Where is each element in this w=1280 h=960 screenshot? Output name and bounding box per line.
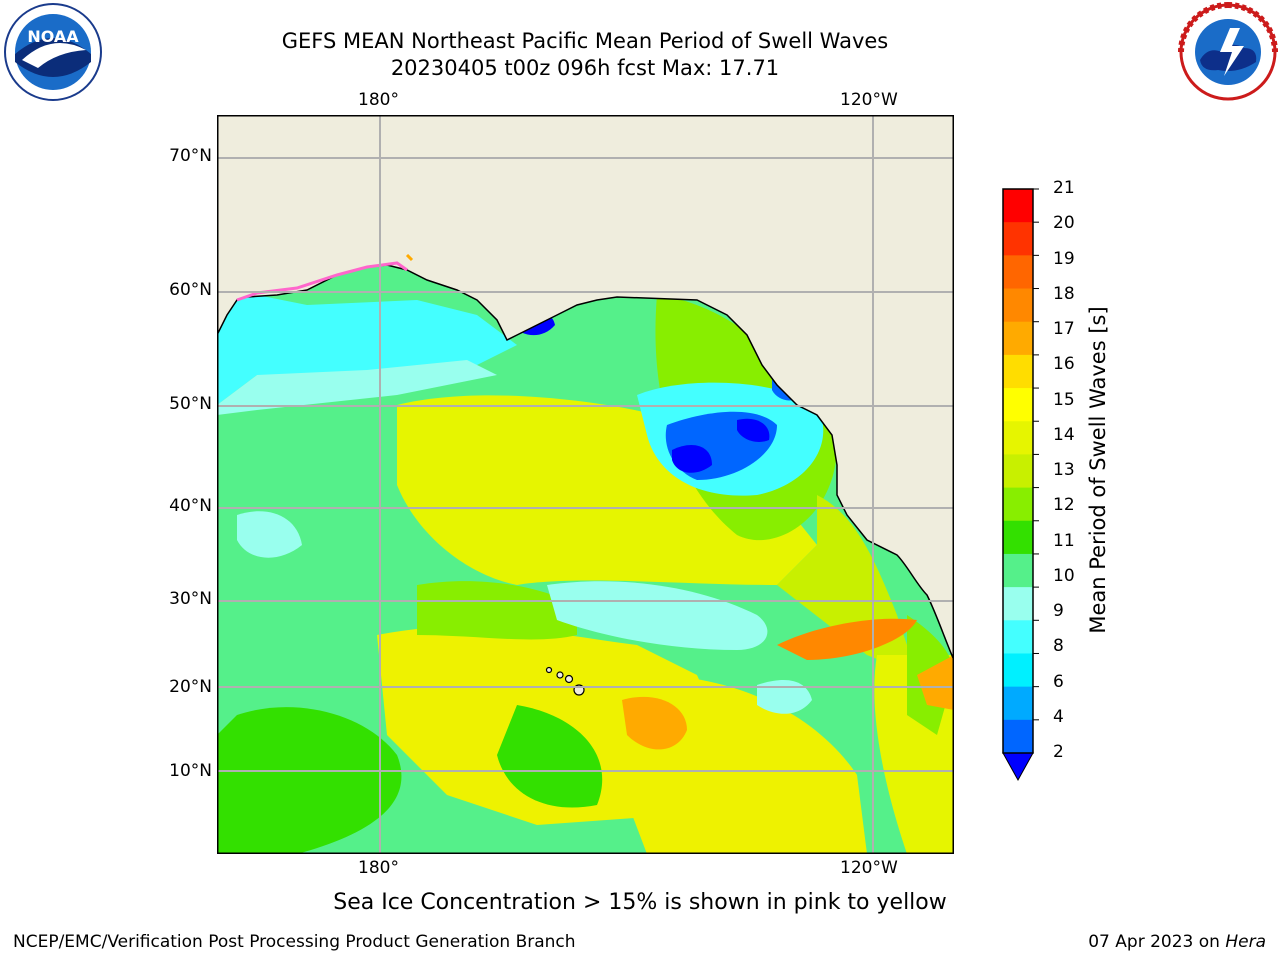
lat-label-40n: 40°N	[169, 496, 212, 516]
colorbar-segment	[1003, 388, 1033, 422]
noaa-logo: NOAA	[4, 3, 102, 101]
colorbar-tick-label: 18	[1053, 283, 1075, 304]
colorbar-tick-label: 8	[1053, 636, 1064, 657]
sea-ice-note: Sea Ice Concentration > 15% is shown in …	[333, 890, 947, 915]
colorbar-segment	[1003, 487, 1033, 522]
colorbar-segment	[1003, 620, 1033, 654]
colorbar-tick-label: 17	[1053, 319, 1075, 339]
colorbar-segment	[1003, 587, 1033, 621]
lat-label-50n: 50°N	[169, 394, 212, 414]
field-darkblue-east-2	[737, 418, 770, 442]
colorbar-segment	[1003, 288, 1033, 323]
lat-label-60n: 60°N	[169, 280, 212, 300]
colorbar-segment	[1003, 520, 1033, 555]
chart-title: GEFS MEAN Northeast Pacific Mean Period …	[281, 29, 889, 53]
colorbar-tick-label: 11	[1053, 530, 1075, 551]
gridlines	[217, 115, 954, 854]
field-orange-3	[917, 655, 954, 710]
lat-label-20n: 20°N	[169, 677, 212, 697]
field-teal-subtropic	[547, 581, 768, 650]
colorbar-tick-label: 15	[1053, 389, 1075, 410]
colorbar-extend-arrow	[1002, 752, 1034, 782]
colorbar-tick-label: 10	[1053, 565, 1075, 586]
sea-ice-edge-2	[405, 253, 414, 262]
field-green-bright-south	[217, 707, 402, 854]
colorbar-tick-label: 6	[1053, 671, 1064, 692]
colorbar-segment	[1003, 719, 1033, 754]
lat-label-30n: 30°N	[169, 589, 212, 609]
colorbar-segment	[1003, 421, 1033, 455]
colorbar	[1002, 188, 1039, 782]
field-teal-west	[237, 511, 302, 558]
colorbar-tick-label: 4	[1053, 706, 1064, 727]
nws-logo	[1178, 2, 1278, 101]
colorbar-segment	[1003, 653, 1033, 688]
colorbar-tick-label: 21	[1053, 178, 1075, 198]
footer-date: 07 Apr 2023 on Hera	[1088, 932, 1266, 952]
colorbar-tick-label: 9	[1053, 601, 1064, 621]
land-north	[217, 115, 954, 661]
colorbar-tick-label: 14	[1053, 424, 1075, 445]
lon-label-top-120w: 120°W	[840, 90, 898, 110]
swell-period-map	[217, 115, 954, 854]
colorbar-segment	[1003, 255, 1033, 290]
footer-date-text: 07 Apr 2023 on	[1088, 932, 1226, 952]
colorbar-tick-label: 16	[1053, 354, 1075, 375]
colorbar-tick-label: 12	[1053, 495, 1075, 516]
field-orange-1	[622, 696, 687, 750]
lon-label-top-180: 180°	[358, 90, 399, 110]
field-yellow-center	[397, 395, 817, 585]
footer-credit: NCEP/EMC/Verification Post Processing Pr…	[13, 932, 576, 952]
noaa-logo-text: NOAA	[27, 27, 79, 46]
field-darkblue-east	[672, 445, 712, 473]
field-teal-south	[757, 680, 812, 714]
field-green-bright-2	[497, 705, 603, 808]
footer-host: Hera	[1225, 932, 1266, 952]
lon-label-bottom-180: 180°	[358, 858, 399, 878]
field-teal-north	[217, 360, 497, 415]
map-frame	[217, 115, 954, 854]
field-green-central	[417, 581, 577, 640]
lat-label-10n: 10°N	[169, 761, 212, 781]
lat-label-70n: 70°N	[169, 146, 212, 166]
colorbar-frame	[1002, 188, 1034, 754]
chart-subtitle: 20230405 t00z 096h fcst Max: 17.71	[390, 56, 780, 80]
colorbar-segment	[1003, 354, 1033, 389]
colorbar-segment	[1003, 222, 1033, 256]
colorbar-tick-label: 13	[1053, 460, 1075, 480]
colorbar-segment	[1003, 189, 1033, 223]
colorbar-segment	[1003, 686, 1033, 721]
colorbar-tick-label: 20	[1053, 213, 1075, 234]
colorbar-segment	[1003, 454, 1033, 489]
colorbar-segment	[1003, 553, 1033, 588]
colorbar-label: Mean Period of Swell Waves [s]	[1086, 306, 1110, 634]
lon-label-bottom-120w: 120°W	[840, 858, 898, 878]
colorbar-tick-label: 19	[1053, 248, 1075, 269]
colorbar-segment	[1003, 321, 1033, 356]
field-orange-2	[777, 618, 917, 660]
colorbar-tick-label: 2	[1053, 742, 1064, 762]
